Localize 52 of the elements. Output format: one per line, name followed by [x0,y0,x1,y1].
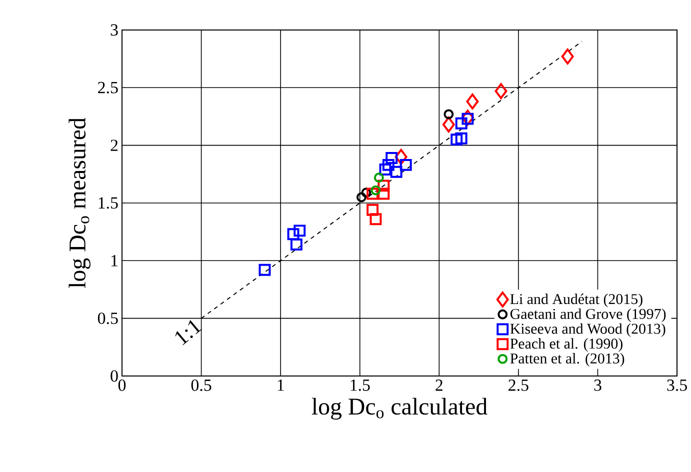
x-tick-label: 2.5 [508,380,528,391]
point [462,112,474,125]
point [356,192,366,202]
y-tick-label: 1 [112,255,118,266]
point [290,238,302,250]
point [390,166,402,178]
point [450,134,463,146]
point [366,188,379,200]
point [294,224,306,237]
point [366,204,379,216]
point [374,172,384,183]
point [442,116,455,133]
x-tick-label: 0.5 [191,380,212,391]
point [561,48,574,64]
point [455,132,468,144]
point [455,117,468,130]
point [461,110,474,126]
y-axis-title: log Dc$_{o}$ measured [68,118,90,288]
point [258,264,271,276]
x-tick-label: 1.5 [350,380,370,391]
x-tick-label: 0 [118,380,126,391]
point [370,213,382,226]
x-tick-label: 1 [278,380,284,391]
point [379,164,392,176]
point [378,188,390,200]
point [287,228,300,240]
legend-label: Patten et al. (2013) [510,353,624,367]
legend-label: Gaetani and Grove (1997) [510,308,666,322]
y-tick-label: 2.5 [98,82,118,94]
point [394,148,408,165]
point [400,158,412,171]
x-axis-title: log Dc$_{o}$ calculated [312,398,488,420]
y-tick-label: 1.5 [98,197,118,209]
legend-label: Li and Audétat (2015) [510,294,642,308]
y-tick-label: 2 [110,140,118,151]
point [370,185,381,196]
point [466,94,479,110]
x-tick-label: 2 [436,380,442,391]
legend-label: Kiseeva and Wood (2013) [510,323,666,337]
y-tick-label: 3 [110,24,118,36]
point [386,152,398,164]
point [444,109,454,120]
point [494,83,508,100]
y-tick-label: 0.5 [98,312,118,324]
point [382,158,394,171]
point [378,180,390,192]
x-tick-label: 3.5 [667,380,687,391]
annotation: 1:1 [175,320,202,346]
legend-label: Peach et al. (1990) [510,338,622,352]
point [361,188,372,198]
x-tick-label: 3 [594,380,602,391]
y-tick-label: 0 [110,370,118,382]
